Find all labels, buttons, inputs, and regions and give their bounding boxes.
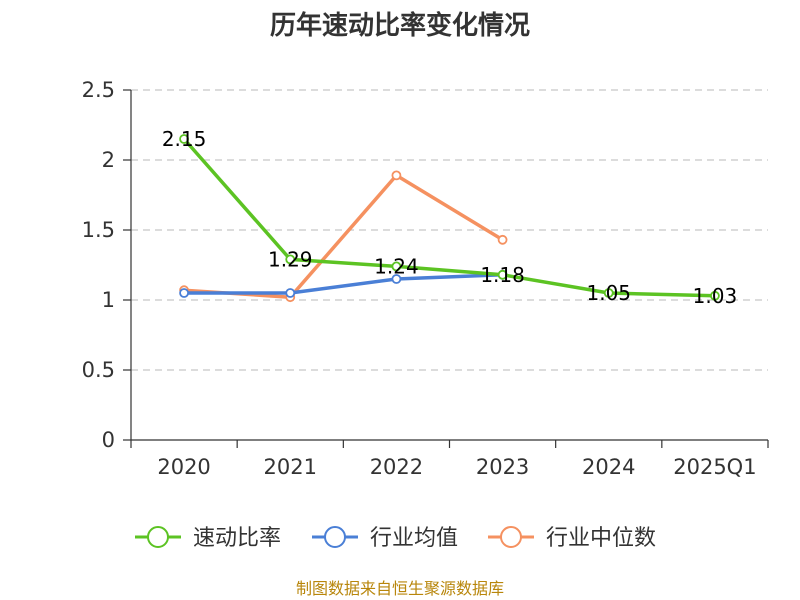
data-point [497, 234, 508, 245]
y-tick-label: 2.5 [82, 78, 115, 102]
x-tick-label: 2021 [264, 455, 317, 479]
data-labels: 2.15 1.29 1.24 1.18 1.05 1.03 [162, 127, 737, 308]
chart-title: 历年速动比率变化情况 [270, 10, 530, 41]
legend: 速动比率 行业均值 行业中位数 [135, 526, 656, 551]
x-tick-label: 2022 [370, 455, 423, 479]
legend-item-1[interactable]: 行业均值 [312, 526, 458, 551]
series-line-0 [182, 137, 717, 298]
y-tick-label: 0.5 [82, 358, 115, 382]
data-label: 1.18 [480, 263, 525, 287]
data-point [497, 269, 508, 280]
legend-swatch-marker [324, 526, 346, 548]
data-label: 1.05 [586, 281, 631, 305]
data-point [391, 274, 402, 284]
x-tick-label: 2024 [582, 455, 635, 479]
source-note: 制图数据来自恒生聚源数据库 [296, 579, 504, 598]
x-tick-label: 2020 [157, 455, 210, 479]
data-point [603, 288, 614, 298]
data-label: 1.03 [693, 284, 738, 308]
y-tick-label: 0 [102, 428, 115, 452]
legend-label: 行业均值 [370, 526, 458, 551]
y-tick-label: 1 [102, 288, 115, 312]
axes: 0 0.5 1 1.5 2 2.5 2020 2021 2022 2023 2024 2025Q1 [82, 78, 769, 479]
data-label: 1.24 [374, 254, 419, 278]
y-tick-label: 1.5 [82, 218, 115, 242]
legend-item-0[interactable]: 速动比率 [135, 526, 281, 551]
grid-lines [131, 89, 768, 371]
legend-swatch-marker [500, 526, 522, 548]
legend-label: 速动比率 [193, 526, 281, 551]
data-point [285, 254, 296, 265]
data-point [285, 288, 296, 298]
legend-item-2[interactable]: 行业中位数 [488, 526, 656, 551]
legend-label: 行业中位数 [546, 526, 656, 551]
data-point [391, 170, 402, 181]
series-layer [179, 134, 720, 303]
data-point [179, 134, 189, 144]
x-tick-label: 2023 [476, 455, 529, 479]
data-label: 1.29 [268, 247, 313, 271]
x-tick-label: 2025Q1 [673, 455, 756, 479]
legend-swatch-marker [147, 526, 169, 548]
series-line-1 [182, 273, 505, 295]
y-tick-label: 2 [102, 148, 115, 172]
data-point [179, 288, 189, 298]
data-label: 2.15 [162, 127, 207, 151]
data-point [391, 261, 402, 272]
data-point [710, 290, 720, 301]
